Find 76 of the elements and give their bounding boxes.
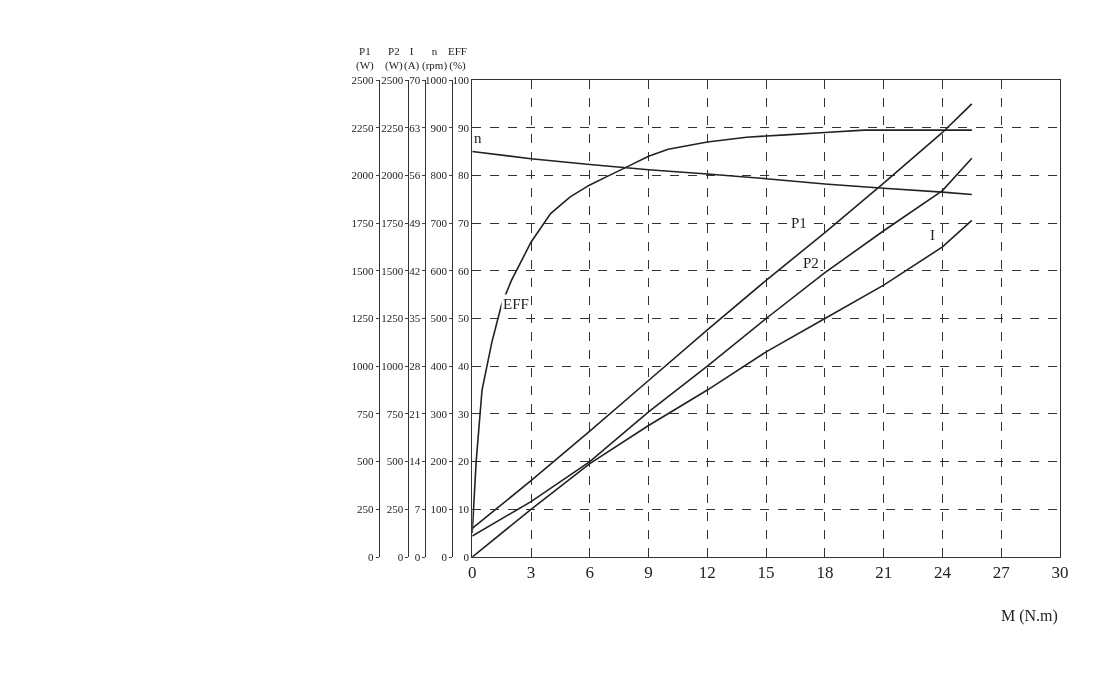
- y-tick-label: 0: [414, 550, 421, 563]
- y-tick-label: 42: [409, 264, 421, 277]
- y-tick-label: 2250: [381, 121, 404, 134]
- y-tick-label: 0: [441, 550, 448, 563]
- y-tick-label: 1000: [425, 73, 448, 86]
- x-tick-label: 18: [816, 563, 834, 583]
- x-tick-label: 6: [585, 563, 595, 583]
- y-tick-label: 56: [409, 169, 421, 182]
- y-axis-title: EFF (%): [448, 45, 467, 73]
- y-tick-label: 10: [458, 503, 470, 516]
- y-tick-label: 1000: [381, 360, 404, 373]
- y-tick-label: 49: [409, 216, 421, 229]
- y-tick-label: 250: [356, 503, 374, 516]
- y-tick-label: 2500: [381, 73, 404, 86]
- y-tick-label: 600: [430, 264, 448, 277]
- series-label: I: [930, 227, 935, 243]
- y-tick-label: 1250: [381, 312, 404, 325]
- y-axis-title: n (rpm): [422, 45, 448, 73]
- y-tick-label: 2250: [351, 121, 374, 134]
- y-tick-label: 300: [430, 407, 448, 420]
- y-tick-label: 700: [430, 216, 448, 229]
- y-tick-label: 250: [386, 503, 404, 516]
- y-axis-title: I (A): [404, 45, 420, 73]
- series-label: P2: [803, 255, 819, 271]
- x-tick-label: 27: [992, 563, 1011, 583]
- y-tick-label: 1000: [351, 360, 374, 373]
- y-tick-label: 1750: [381, 216, 404, 229]
- y-tick-label: 1500: [381, 264, 404, 277]
- y-tick-label: 200: [430, 455, 448, 468]
- y-tick-label: 63: [409, 121, 421, 134]
- x-tick-label: 9: [644, 563, 653, 583]
- y-tick-label: 500: [386, 455, 404, 468]
- y-tick-label: 40: [458, 360, 470, 373]
- y-tick-label: 20: [458, 455, 470, 468]
- y-tick-label: 500: [356, 455, 374, 468]
- x-axis-title: M (N.m): [1001, 607, 1058, 625]
- y-tick-label: 750: [356, 407, 374, 420]
- y-tick-label: 70: [458, 216, 470, 229]
- y-tick-label: 1500: [351, 264, 374, 277]
- y-tick-label: 90: [458, 121, 470, 134]
- y-tick-label: 1250: [351, 312, 374, 325]
- x-tick-label: 24: [933, 563, 952, 583]
- y-tick-label: 750: [386, 407, 404, 420]
- y-axis-title: P1 (W): [356, 45, 375, 73]
- y-tick-label: 60: [458, 264, 470, 277]
- x-tick-label: 3: [526, 563, 536, 583]
- y-tick-label: 900: [430, 121, 448, 134]
- y-tick-label: 50: [458, 312, 470, 325]
- y-tick-label: 2000: [351, 169, 374, 182]
- y-axis-title: P2 (W): [385, 45, 404, 73]
- y-tick-label: 400: [430, 360, 448, 373]
- x-tick-label: 15: [757, 563, 775, 583]
- y-tick-label: 80: [458, 169, 470, 182]
- y-tick-label: 0: [397, 550, 404, 563]
- series-label: n: [474, 130, 482, 146]
- x-tick-label: 21: [875, 563, 893, 583]
- y-tick-label: 7: [414, 503, 421, 516]
- y-tick-label: 800: [430, 169, 448, 182]
- y-tick-label: 2500: [351, 73, 374, 86]
- series-label: EFF: [503, 296, 529, 312]
- y-tick-label: 70: [409, 73, 421, 86]
- y-tick-label: 30: [458, 407, 470, 420]
- y-tick-label: 14: [409, 455, 421, 468]
- y-tick-label: 28: [409, 360, 421, 373]
- y-tick-label: 100: [452, 73, 470, 86]
- y-tick-label: 100: [430, 503, 448, 516]
- y-tick-label: 35: [409, 312, 421, 325]
- y-tick-label: 21: [409, 407, 421, 420]
- y-tick-label: 0: [367, 550, 374, 563]
- y-tick-label: 500: [430, 312, 448, 325]
- x-tick-label: 30: [1051, 563, 1069, 583]
- y-tick-label: 2000: [381, 169, 404, 182]
- x-tick-label: 12: [698, 563, 716, 583]
- y-tick-label: 1750: [351, 216, 374, 229]
- series-label: P1: [791, 215, 807, 231]
- y-tick-label: 0: [463, 550, 470, 563]
